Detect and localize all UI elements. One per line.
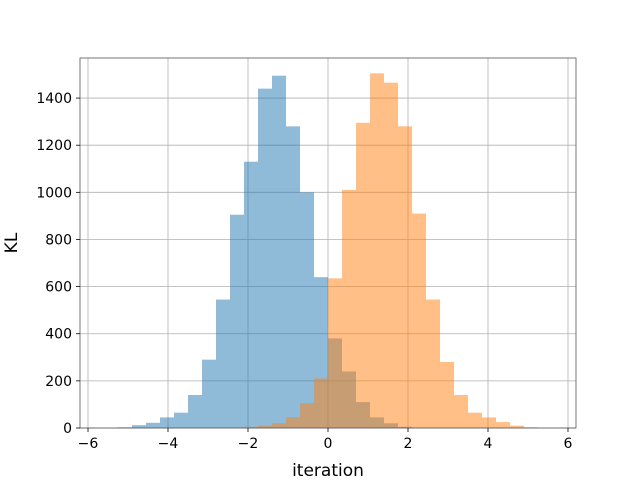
x-tick-label-0: −6 (78, 436, 99, 452)
series-1-bar-10 (258, 88, 272, 429)
x-tick-label-5: 4 (484, 436, 493, 452)
series-1-bar-9 (244, 161, 258, 428)
y-tick-label-4: 800 (45, 232, 72, 248)
series-1-bar-2 (146, 422, 160, 428)
series-1-bar-3 (160, 417, 174, 428)
series-2-bar-17 (482, 417, 496, 428)
x-axis-label: iteration (292, 461, 364, 480)
x-tick-label-1: −4 (158, 436, 179, 452)
x-tick-label-6: 6 (564, 436, 573, 452)
series-1-bar-8 (230, 214, 244, 428)
x-tick-label-3: 0 (324, 436, 333, 452)
y-tick-label-7: 1400 (36, 91, 72, 107)
series-2-bar-6 (328, 278, 342, 428)
series-1-bar-13 (300, 192, 314, 428)
y-tick-label-0: 0 (63, 421, 72, 437)
series-1-bar-5 (188, 395, 202, 428)
series-1-bar-1 (132, 425, 146, 428)
series-1-bar-12 (286, 126, 300, 429)
x-tick-label-2: −2 (238, 436, 259, 452)
series-2-bar-4 (300, 403, 314, 428)
series-2-bar-5 (314, 378, 328, 428)
series-1-bar-6 (202, 359, 216, 428)
y-tick-label-6: 1200 (36, 138, 72, 154)
series-1-bar-4 (174, 412, 188, 428)
y-axis-ticks: 0 200 400 600 800 1000 1200 1400 (36, 91, 80, 437)
x-tick-label-4: 2 (404, 436, 413, 452)
series-1-bar-11 (272, 75, 286, 428)
histogram-bars (118, 73, 538, 429)
series-2-bar-1 (258, 425, 272, 428)
y-axis-label: KL (2, 232, 22, 253)
series-2-bar-8 (356, 122, 370, 429)
series-2-bar-15 (454, 395, 468, 428)
series-2-bar-7 (342, 189, 356, 428)
series-2-bar-2 (272, 423, 286, 428)
y-tick-label-5: 1000 (36, 185, 72, 201)
series-2-bar-14 (440, 362, 454, 428)
series-2-bar-13 (426, 299, 440, 428)
series-2-bar-11 (398, 126, 412, 429)
series-2-bar-16 (468, 412, 482, 428)
series-2-bar-12 (412, 213, 426, 428)
y-tick-label-3: 600 (45, 280, 72, 296)
x-axis-ticks: −6 −4 −2 0 2 4 6 (78, 428, 573, 452)
series-2-bar-0 (244, 426, 258, 428)
series-2-bar-19 (510, 425, 524, 428)
y-tick-label-1: 200 (45, 374, 72, 390)
y-tick-label-2: 400 (45, 327, 72, 343)
series-2-bar-3 (286, 417, 300, 428)
series-2-bar-9 (370, 73, 384, 428)
series-1-bar-7 (216, 299, 230, 428)
series-2-bar-10 (384, 82, 398, 428)
series-2-bar-18 (496, 422, 510, 428)
